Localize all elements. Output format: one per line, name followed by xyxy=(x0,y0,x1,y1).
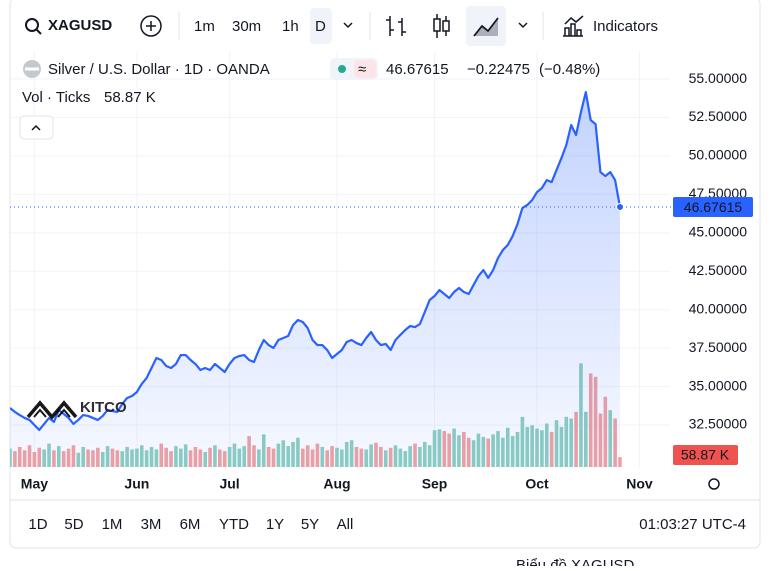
y-tick-label: 45.00000 xyxy=(689,224,748,240)
toolbar: XAGUSD 1m 30m 1h D Indicators xyxy=(25,6,658,46)
y-tick-label: 32.50000 xyxy=(689,416,748,432)
x-tick-label: May xyxy=(21,476,48,492)
area-icon[interactable] xyxy=(466,6,506,46)
watermark: KITCO xyxy=(26,399,127,420)
range-button[interactable]: 5D xyxy=(64,516,83,533)
volume-last: 58.87 K xyxy=(104,89,156,106)
volume-badge xyxy=(673,445,738,465)
footer-link[interactable]: Biểu đồ XAGUSD xyxy=(516,557,635,571)
legend: Silver / U.S. Dollar · 1D · OANDA ≈ 46.6… xyxy=(19,58,600,140)
y-tick-label: 52.50000 xyxy=(689,108,748,124)
symbol[interactable]: XAGUSD xyxy=(48,17,112,34)
range-button[interactable]: 3M xyxy=(141,516,162,533)
y-tick-label: 37.50000 xyxy=(689,339,748,355)
x-tick-label: Sep xyxy=(422,476,448,492)
range-button[interactable]: 6M xyxy=(180,516,201,533)
search-icon[interactable] xyxy=(25,18,39,32)
range-button[interactable]: 1M xyxy=(102,516,123,533)
interval-active[interactable]: D xyxy=(315,18,326,35)
y-tick-label: 50.00000 xyxy=(689,147,748,163)
y-tick-label: 35.00000 xyxy=(689,377,748,393)
legend-title: Silver / U.S. Dollar · 1D · OANDA xyxy=(48,61,270,78)
range-button[interactable]: 5Y xyxy=(301,516,319,533)
last-point xyxy=(615,203,624,212)
indicators[interactable]: Indicators xyxy=(593,18,658,35)
candles-icon[interactable] xyxy=(433,18,441,32)
y-tick-label: 40.00000 xyxy=(689,300,748,316)
watermark-text: KITCO xyxy=(80,399,127,416)
range-button[interactable]: 1Y xyxy=(266,516,284,533)
price-line xyxy=(10,91,622,432)
interval[interactable]: 1h xyxy=(282,18,299,35)
plot xyxy=(10,52,670,467)
bars-icon[interactable] xyxy=(386,16,406,36)
settings-button[interactable] xyxy=(708,478,720,490)
svg-text:≈: ≈ xyxy=(358,61,366,78)
x-tick-label: Aug xyxy=(323,476,350,492)
y-tick-label: 42.50000 xyxy=(689,262,748,278)
last-price-label: 46.67615 xyxy=(684,199,743,215)
indicators-icon[interactable] xyxy=(563,15,584,37)
change-pct: (−0.48%) xyxy=(539,61,600,78)
range-button[interactable]: All xyxy=(337,516,354,533)
range-button[interactable]: YTD xyxy=(219,516,249,533)
change: −0.22475 xyxy=(467,61,530,78)
x-tick-label: Nov xyxy=(626,476,653,492)
x-tick-label: Jun xyxy=(124,476,149,492)
interval[interactable]: 30m xyxy=(232,18,261,35)
last-price-badge xyxy=(673,197,753,218)
range-bar: 1D 5D 1M 3M 6M YTD 1Y 5Y All xyxy=(28,516,353,533)
area xyxy=(10,92,620,467)
interval[interactable]: 1m xyxy=(194,18,215,35)
x-tick-label: Jul xyxy=(219,476,239,492)
volume-title: Vol · Ticks xyxy=(22,89,90,106)
range-button[interactable]: 1D xyxy=(28,516,47,533)
x-tick-label: Oct xyxy=(525,476,549,492)
y-tick-label: 55.00000 xyxy=(689,70,748,86)
compare-button[interactable] xyxy=(140,15,162,37)
clock: 01:03:27 UTC-4 xyxy=(639,516,746,533)
last-price: 46.67615 xyxy=(386,61,449,78)
volume-badge-label: 58.87 K xyxy=(681,447,730,463)
